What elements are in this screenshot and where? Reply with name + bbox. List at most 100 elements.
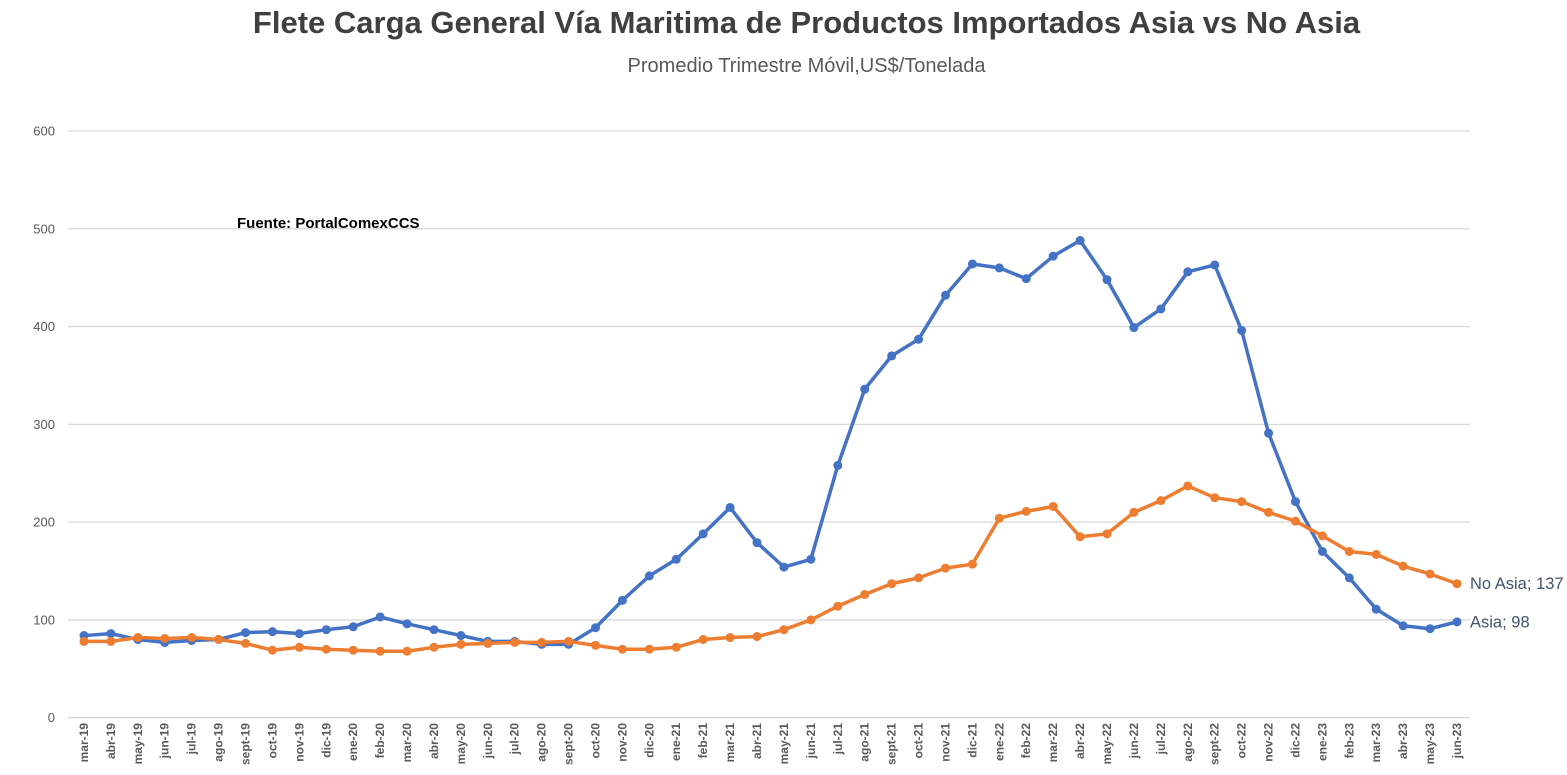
series-marker-no-asia-nov-19: [294, 642, 304, 652]
y-axis-tick-200: 200: [33, 515, 55, 530]
series-marker-asia-abr-23: [1398, 621, 1408, 631]
series-marker-no-asia-ene-23: [1317, 531, 1327, 541]
series-marker-asia-dic-20: [644, 571, 654, 581]
series-marker-asia-nov-22: [1264, 428, 1274, 438]
series-marker-no-asia-ene-22: [994, 513, 1004, 523]
x-axis-tick-dic-21: dic-21: [965, 723, 979, 758]
x-axis-tick-sept-21: sept-21: [885, 723, 899, 765]
x-axis-tick-sept-20: sept-20: [562, 723, 576, 765]
series-marker-asia-sept-19: [241, 628, 251, 638]
series-marker-no-asia-feb-20: [375, 646, 385, 656]
x-axis-tick-feb-22: feb-22: [1019, 723, 1033, 759]
x-axis-tick-oct-19: oct-19: [265, 723, 279, 759]
series-marker-no-asia-ago-20: [537, 637, 547, 647]
series-marker-no-asia-ene-21: [671, 642, 681, 652]
y-axis-tick-600: 600: [33, 124, 55, 139]
series-marker-no-asia-jul-20: [510, 637, 520, 647]
series-end-label-asia: Asia; 98: [1470, 613, 1530, 631]
x-axis-tick-feb-23: feb-23: [1342, 723, 1356, 759]
series-marker-asia-dic-19: [321, 625, 331, 635]
series-marker-asia-oct-21: [914, 334, 924, 344]
series-marker-no-asia-mar-19: [79, 636, 89, 646]
series-marker-no-asia-jul-22: [1156, 496, 1166, 506]
x-axis-tick-ene-21: ene-21: [669, 723, 683, 761]
series-marker-no-asia-jun-19: [160, 633, 170, 643]
series-marker-asia-ene-20: [348, 622, 358, 632]
x-axis-tick-nov-19: nov-19: [292, 723, 306, 762]
series-marker-asia-may-23: [1425, 624, 1435, 634]
series-marker-no-asia-ago-22: [1183, 481, 1193, 491]
series-marker-no-asia-may-23: [1425, 569, 1435, 579]
x-axis-tick-dic-22: dic-22: [1288, 723, 1302, 758]
series-marker-asia-ago-22: [1183, 267, 1193, 277]
series-marker-asia-mar-23: [1371, 604, 1381, 614]
series-line-no-asia: [82, 484, 1459, 653]
y-axis-tick-300: 300: [33, 417, 55, 432]
series-marker-no-asia-sept-19: [241, 638, 251, 648]
series-marker-no-asia-abr-23: [1398, 561, 1408, 571]
x-axis-tick-may-21: may-21: [777, 723, 791, 765]
series-marker-no-asia-oct-20: [591, 640, 601, 650]
series-marker-asia-dic-22: [1290, 497, 1300, 507]
series-marker-no-asia-oct-21: [914, 573, 924, 583]
series-marker-asia-ene-22: [994, 263, 1004, 273]
x-axis-tick-dic-19: dic-19: [319, 723, 333, 758]
x-axis-tick-abr-19: abr-19: [104, 723, 118, 759]
series-marker-no-asia-nov-20: [617, 644, 627, 654]
series-marker-asia-sept-21: [887, 351, 897, 361]
x-axis-tick-jul-19: jul-19: [185, 723, 199, 756]
series-marker-asia-oct-20: [591, 623, 601, 633]
series-marker-no-asia-dic-21: [967, 559, 977, 569]
series-marker-no-asia-feb-22: [1021, 506, 1031, 516]
x-axis-tick-may-20: may-20: [454, 723, 468, 765]
series-marker-no-asia-oct-22: [1237, 497, 1247, 507]
series-marker-no-asia-jun-20: [483, 638, 493, 648]
series-marker-no-asia-feb-23: [1344, 546, 1354, 556]
x-axis-tick-sept-22: sept-22: [1208, 723, 1222, 765]
y-axis-tick-500: 500: [33, 221, 55, 236]
x-axis-tick-ago-22: ago-22: [1181, 723, 1195, 762]
series-marker-no-asia-feb-21: [698, 634, 708, 644]
series-marker-no-asia-jul-19: [187, 633, 197, 643]
series-marker-asia-ago-21: [860, 384, 870, 394]
x-axis-tick-jul-20: jul-20: [508, 723, 522, 756]
series-marker-asia-may-20: [456, 631, 466, 641]
x-axis-tick-mar-20: mar-20: [400, 723, 414, 763]
series-marker-no-asia-abr-20: [429, 642, 439, 652]
series-marker-asia-nov-19: [294, 629, 304, 639]
series-marker-asia-abr-22: [1075, 236, 1085, 246]
series-marker-asia-may-21: [779, 562, 789, 572]
series-marker-asia-oct-22: [1237, 325, 1247, 335]
series-marker-no-asia-dic-22: [1290, 516, 1300, 526]
series-marker-asia-oct-19: [267, 627, 277, 637]
x-axis-tick-jul-21: jul-21: [831, 723, 845, 756]
x-axis-tick-nov-20: nov-20: [615, 723, 629, 762]
series-marker-asia-jun-21: [806, 554, 816, 564]
x-axis-tick-jun-22: jun-22: [1127, 723, 1141, 760]
x-axis-tick-ago-21: ago-21: [858, 723, 872, 762]
series-marker-asia-abr-20: [429, 625, 439, 635]
x-axis-tick-may-23: may-23: [1423, 723, 1437, 765]
x-axis-tick-ene-20: ene-20: [346, 723, 360, 761]
x-axis-tick-may-19: may-19: [131, 723, 145, 765]
x-axis-tick-ene-22: ene-22: [992, 723, 1006, 761]
x-axis-tick-feb-20: feb-20: [373, 723, 387, 759]
series-marker-asia-feb-23: [1344, 573, 1354, 583]
series-marker-asia-mar-20: [402, 619, 412, 629]
x-axis-tick-oct-21: oct-21: [912, 723, 926, 759]
series-marker-asia-abr-21: [752, 538, 762, 548]
y-axis-tick-100: 100: [33, 612, 55, 627]
series-marker-no-asia-sept-20: [564, 636, 574, 646]
series-marker-asia-jun-23: [1452, 617, 1462, 627]
series-marker-no-asia-abr-21: [752, 632, 762, 642]
series-marker-asia-ene-23: [1317, 546, 1327, 556]
series-end-label-no-asia: No Asia; 137: [1470, 575, 1564, 593]
series-marker-no-asia-oct-19: [267, 645, 277, 655]
series-marker-no-asia-jul-21: [833, 601, 843, 611]
series-marker-no-asia-jun-21: [806, 615, 816, 625]
x-axis-tick-ago-19: ago-19: [212, 723, 226, 762]
chart-title: Flete Carga General Vía Maritima de Prod…: [252, 5, 1361, 40]
x-axis-tick-ene-23: ene-23: [1315, 723, 1329, 761]
series-line-asia: [82, 238, 1459, 647]
x-axis-tick-sept-19: sept-19: [238, 723, 252, 765]
